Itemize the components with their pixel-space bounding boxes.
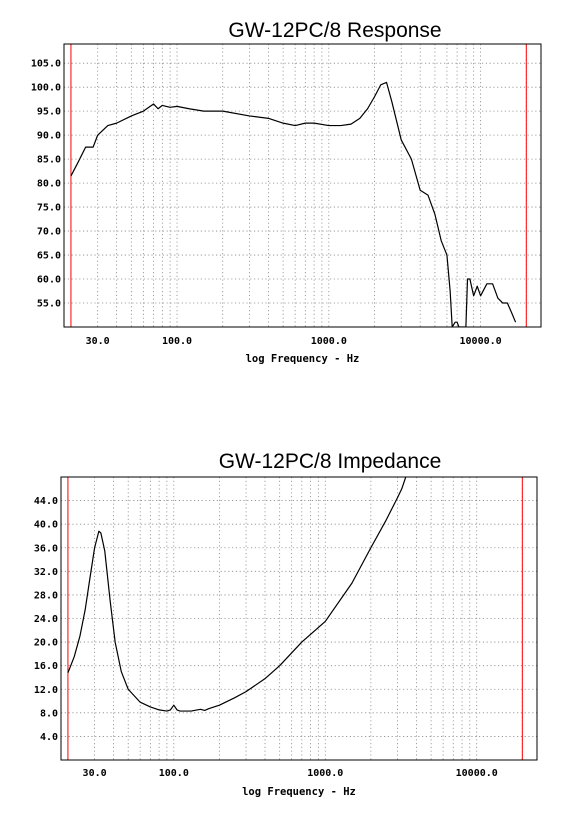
x-tick-label: 30.0 — [86, 336, 110, 347]
series-line-response — [70, 81, 517, 327]
y-tick-label: 36.0 — [34, 543, 58, 554]
y-tick-label: 16.0 — [34, 661, 58, 672]
x-tick-label: 100.0 — [162, 336, 192, 347]
y-tick-label: 100.0 — [31, 83, 61, 94]
grid-lines — [61, 477, 537, 760]
x-tick-label: 30.0 — [83, 768, 107, 779]
y-tick-label: 20.0 — [34, 638, 58, 649]
y-tick-label: 55.0 — [37, 299, 61, 310]
y-tick-label: 4.0 — [40, 732, 58, 743]
x-tick-label: 1000.0 — [307, 768, 343, 779]
response-chart: GW-12PC/8 Response 105.0 100.0 95.0 90.0 85.0… — [31, 19, 542, 365]
x-tick-label: 100.0 — [159, 768, 189, 779]
impedance-chart: GW-12PC/8 Impedance 44.0 40.0 36.0 32.0 28.0 2… — [34, 450, 538, 798]
y-tick-label: 12.0 — [34, 685, 58, 696]
x-tick-label: 10000.0 — [456, 768, 498, 779]
chart-title: GW-12PC/8 Response — [228, 19, 441, 42]
grid-lines — [64, 44, 541, 327]
x-tick-label: 1000.0 — [311, 336, 347, 347]
y-tick-label: 65.0 — [37, 251, 61, 262]
chart-title: GW-12PC/8 Impedance — [219, 450, 442, 473]
x-tick-label: 10000.0 — [460, 336, 502, 347]
x-axis-label: log Frequency - Hz — [242, 786, 356, 798]
y-tick-label: 44.0 — [34, 496, 58, 507]
y-tick-label: 24.0 — [34, 614, 58, 625]
plot-frame — [63, 43, 542, 328]
series-line-impedance — [67, 477, 407, 712]
y-tick-label: 28.0 — [34, 590, 58, 601]
y-tick-label: 8.0 — [40, 708, 58, 719]
y-tick-label: 80.0 — [37, 179, 61, 190]
y-tick-label: 105.0 — [31, 59, 61, 70]
y-tick-label: 40.0 — [34, 520, 58, 531]
y-tick-label: 60.0 — [37, 275, 61, 286]
x-axis-label: log Frequency - Hz — [246, 353, 360, 365]
y-tick-label: 70.0 — [37, 227, 61, 238]
y-tick-label: 32.0 — [34, 567, 58, 578]
y-tick-label: 75.0 — [37, 203, 61, 214]
y-tick-label: 90.0 — [37, 131, 61, 142]
y-tick-label: 95.0 — [37, 107, 61, 118]
plot-frame — [60, 476, 538, 761]
y-tick-label: 85.0 — [37, 155, 61, 166]
